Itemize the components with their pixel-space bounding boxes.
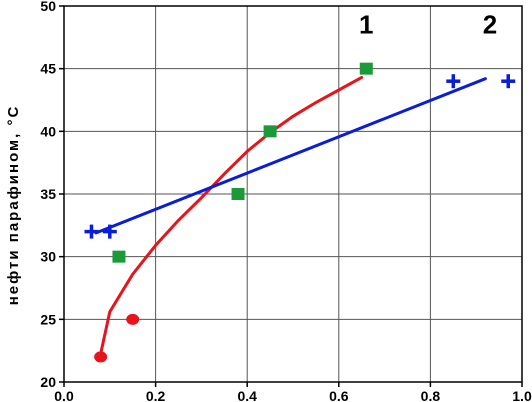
y-tick-label: 40	[40, 123, 56, 139]
curve-label-2: 2	[483, 10, 497, 40]
data-point-plus	[102, 224, 117, 239]
fit-line-2	[94, 77, 487, 235]
data-markers	[84, 62, 516, 363]
fit-lines	[94, 75, 487, 360]
data-point-plus	[501, 74, 516, 89]
curve-label-1: 1	[359, 10, 373, 40]
data-point-square	[112, 250, 126, 263]
y-tick-label: 45	[40, 61, 56, 77]
x-tick-label: 0.2	[146, 388, 166, 402]
data-point-plus	[84, 224, 99, 239]
x-tick-label: 0.4	[237, 388, 257, 402]
y-axis-label: нефти парафином, °С	[5, 105, 22, 306]
x-tick-label: 0.8	[421, 388, 441, 402]
data-point-plus	[446, 74, 461, 89]
data-point-circle	[126, 313, 140, 325]
x-tick-label: 0.0	[54, 388, 74, 402]
data-point-square	[231, 188, 245, 200]
grid-layer	[64, 6, 522, 382]
axis-layer: 0.0 0.2 0.4 0.6 0.8 1.0 20 25 30 35 40 45 50	[40, 0, 532, 402]
y-tick-label: 25	[40, 311, 56, 327]
fit-line-1	[98, 75, 364, 360]
y-tick-label: 35	[40, 186, 56, 202]
data-point-circle	[94, 351, 108, 363]
y-tick-label: 50	[40, 0, 56, 14]
data-point-square	[263, 125, 277, 138]
x-tick-label: 1.0	[512, 388, 532, 402]
y-tick-label: 20	[40, 374, 56, 390]
data-point-square	[359, 62, 373, 75]
x-tick-label: 0.6	[329, 388, 349, 402]
y-tick-label: 30	[40, 249, 56, 265]
